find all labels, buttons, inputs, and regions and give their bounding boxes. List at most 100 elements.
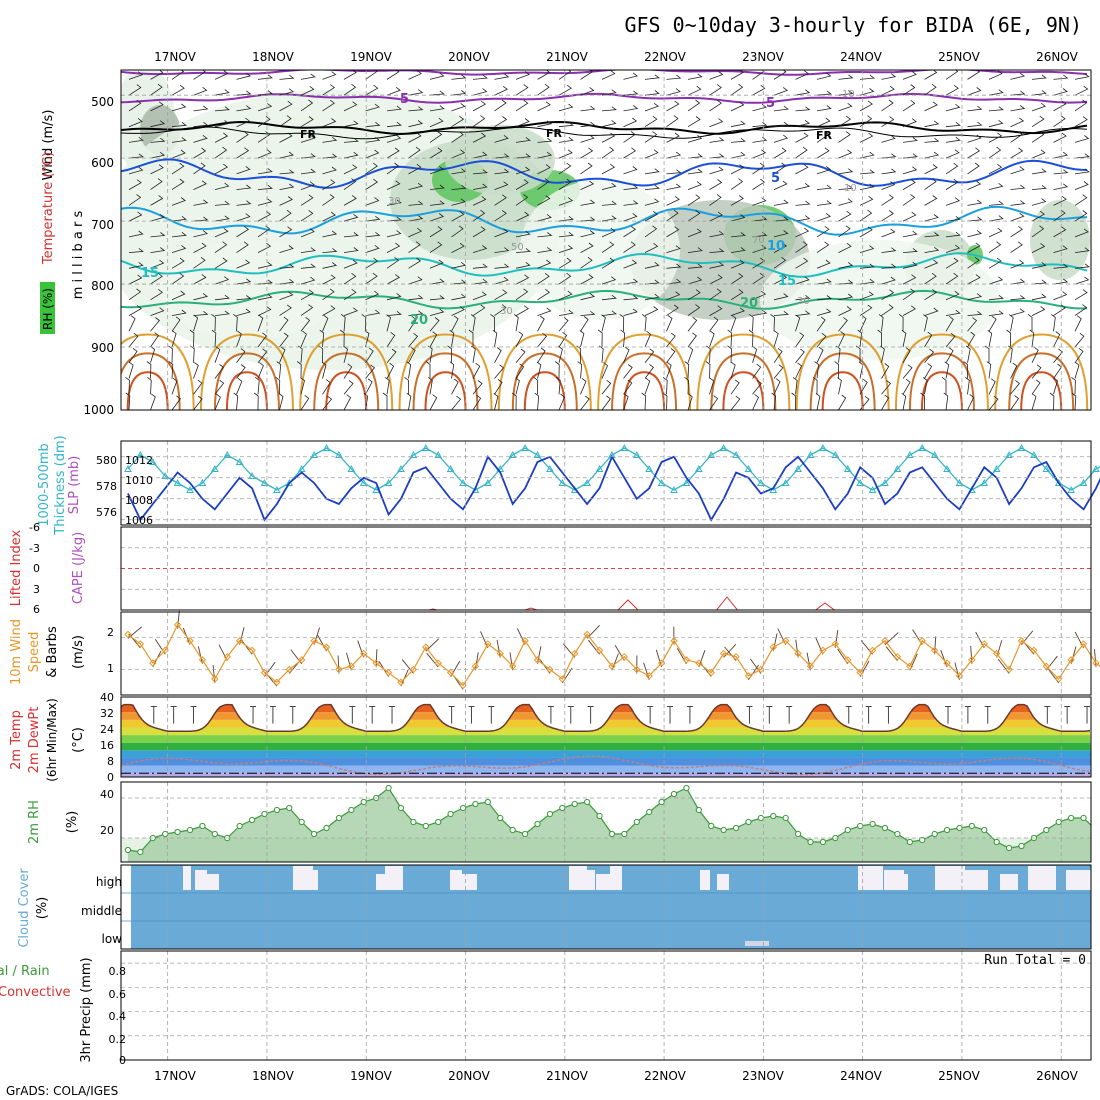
temp-whisker-2-2	[389, 706, 396, 724]
warm-contour-1-0	[199, 333, 294, 410]
temp-whisker-2-1	[369, 706, 376, 724]
wind-barb-39-1	[967, 87, 982, 96]
wind-barb-19-18	[537, 347, 546, 364]
temp-band-6	[121, 727, 1091, 736]
wind-barb-13-9	[408, 215, 424, 222]
wind-barb-12-12	[386, 256, 400, 269]
wind-barb-32-5	[816, 147, 830, 159]
wind-barb-3-17	[189, 329, 195, 348]
wind10-marker-6	[198, 656, 207, 664]
wind-barb-24-10	[644, 225, 658, 238]
thickness-marker-66	[943, 464, 951, 472]
wind-barb-5-20	[236, 377, 243, 395]
wind-barb-15-17	[449, 329, 455, 348]
wind-barb-35-16	[878, 314, 884, 332]
wind-barb-25-13	[666, 278, 682, 285]
wind-barb-7-17	[279, 332, 289, 348]
wind-barb-32-7	[816, 184, 832, 190]
wind-barb-17-17	[492, 329, 498, 348]
wind-barb-18-6	[515, 166, 531, 175]
wind-barb-12-11	[386, 242, 401, 253]
warm-contour-5-1	[611, 352, 678, 410]
wind-barb-29-17	[748, 329, 754, 348]
wind-barb-16-11	[472, 245, 488, 253]
rh-marker-36	[571, 800, 578, 808]
wind-barb-9-11	[322, 248, 338, 253]
mb-tick-800: 800	[91, 279, 114, 293]
temp-tick-40: 40	[100, 691, 114, 704]
wind-barb-5-12	[236, 259, 251, 269]
wind-barb-37-2	[924, 101, 938, 112]
wind-barb-20-7	[558, 178, 572, 190]
warm-contour-2-0	[299, 333, 394, 410]
wind-barb-42-8	[1031, 198, 1047, 206]
rh-marker-6	[199, 822, 206, 830]
wind-barb-25-0	[666, 74, 682, 80]
rh-marker-67	[956, 824, 963, 832]
thickness-marker-2	[148, 457, 157, 465]
wind10-barb-55	[806, 652, 811, 671]
isotherm-label-20b: 20	[740, 296, 758, 311]
wind-barb-32-16	[816, 316, 826, 332]
wind-barb-36-3	[902, 118, 917, 128]
rh-marker-52	[770, 812, 777, 820]
rh-marker-41	[633, 818, 640, 826]
wind-barb-22-5	[601, 146, 615, 159]
wind-barb-15-9	[451, 210, 465, 222]
wind10-marker-13	[285, 665, 293, 674]
wind-barb-35-3	[881, 116, 895, 128]
precip-convective-label: Convective	[0, 985, 71, 1000]
wind-barb-17-5	[494, 153, 510, 159]
wind10-barb-42	[643, 662, 650, 680]
wind-barb-22-8	[601, 200, 617, 206]
rh-marker-32	[521, 830, 529, 838]
wind10-marker-15	[310, 637, 318, 645]
day-label-bottom-1: 18NOV	[252, 1069, 294, 1083]
wind-barb-23-20	[623, 379, 633, 395]
wind-barb-22-3	[601, 120, 617, 128]
wind-barb-19-10	[537, 232, 553, 238]
wind-barb-11-16	[361, 313, 367, 332]
wind-barb-34-8	[859, 195, 874, 206]
thickness-marker-61	[881, 478, 889, 486]
wind-barb-20-1	[558, 84, 572, 96]
wind-barb-27-8	[709, 194, 722, 206]
wind-barb-16-19	[472, 362, 481, 379]
cloud-gap-18	[935, 866, 965, 890]
wind10-barb-48	[723, 643, 737, 658]
cape-axis-label: CAPE (J/kg)	[71, 532, 86, 604]
wind-barb-42-2	[1031, 102, 1047, 112]
wind-barb-7-12	[279, 263, 295, 269]
wind-barb-13-11	[408, 241, 421, 253]
thickness-marker-60	[868, 485, 877, 493]
wind-barb-12-3	[386, 121, 402, 128]
wind10-line	[127, 623, 1100, 687]
thickness-marker-48	[719, 443, 728, 451]
wind-barb-0-4	[128, 136, 144, 143]
wind-barb-16-4	[472, 132, 487, 143]
mb-tick-1000: 1000	[83, 403, 114, 417]
wind-barb-21-10	[580, 230, 596, 238]
wind-barb-5-11	[236, 241, 249, 253]
wind-barb-22-11	[601, 241, 615, 253]
credit-text: GrADS: COLA/IGES	[6, 1084, 118, 1098]
temp-axis-label-2: 2m DewPt	[27, 707, 42, 774]
rh-marker-39	[608, 830, 616, 838]
wind-barb-13-2	[408, 106, 424, 112]
wind-barb-14-16	[429, 317, 440, 332]
wind-barb-4-4	[214, 132, 229, 143]
wind-barb-7-3	[279, 115, 292, 128]
wind-barb-4-18	[214, 346, 221, 363]
wind10-marker-64	[918, 637, 926, 645]
day-label-top-1: 18NOV	[252, 50, 294, 64]
wind-barb-30-6	[773, 162, 787, 175]
wind-barb-15-8	[451, 198, 466, 206]
thickness-marker-29	[484, 478, 492, 486]
wind-barb-33-3	[838, 115, 852, 128]
rh-axis-label: RH (%)	[41, 288, 55, 330]
rh-marker-75	[1055, 818, 1062, 826]
wind-barb-10-3	[343, 120, 359, 128]
wind-barb-23-21	[623, 393, 629, 410]
wind-barb-16-15	[472, 304, 486, 316]
panel-frame-temp	[120, 696, 1092, 778]
